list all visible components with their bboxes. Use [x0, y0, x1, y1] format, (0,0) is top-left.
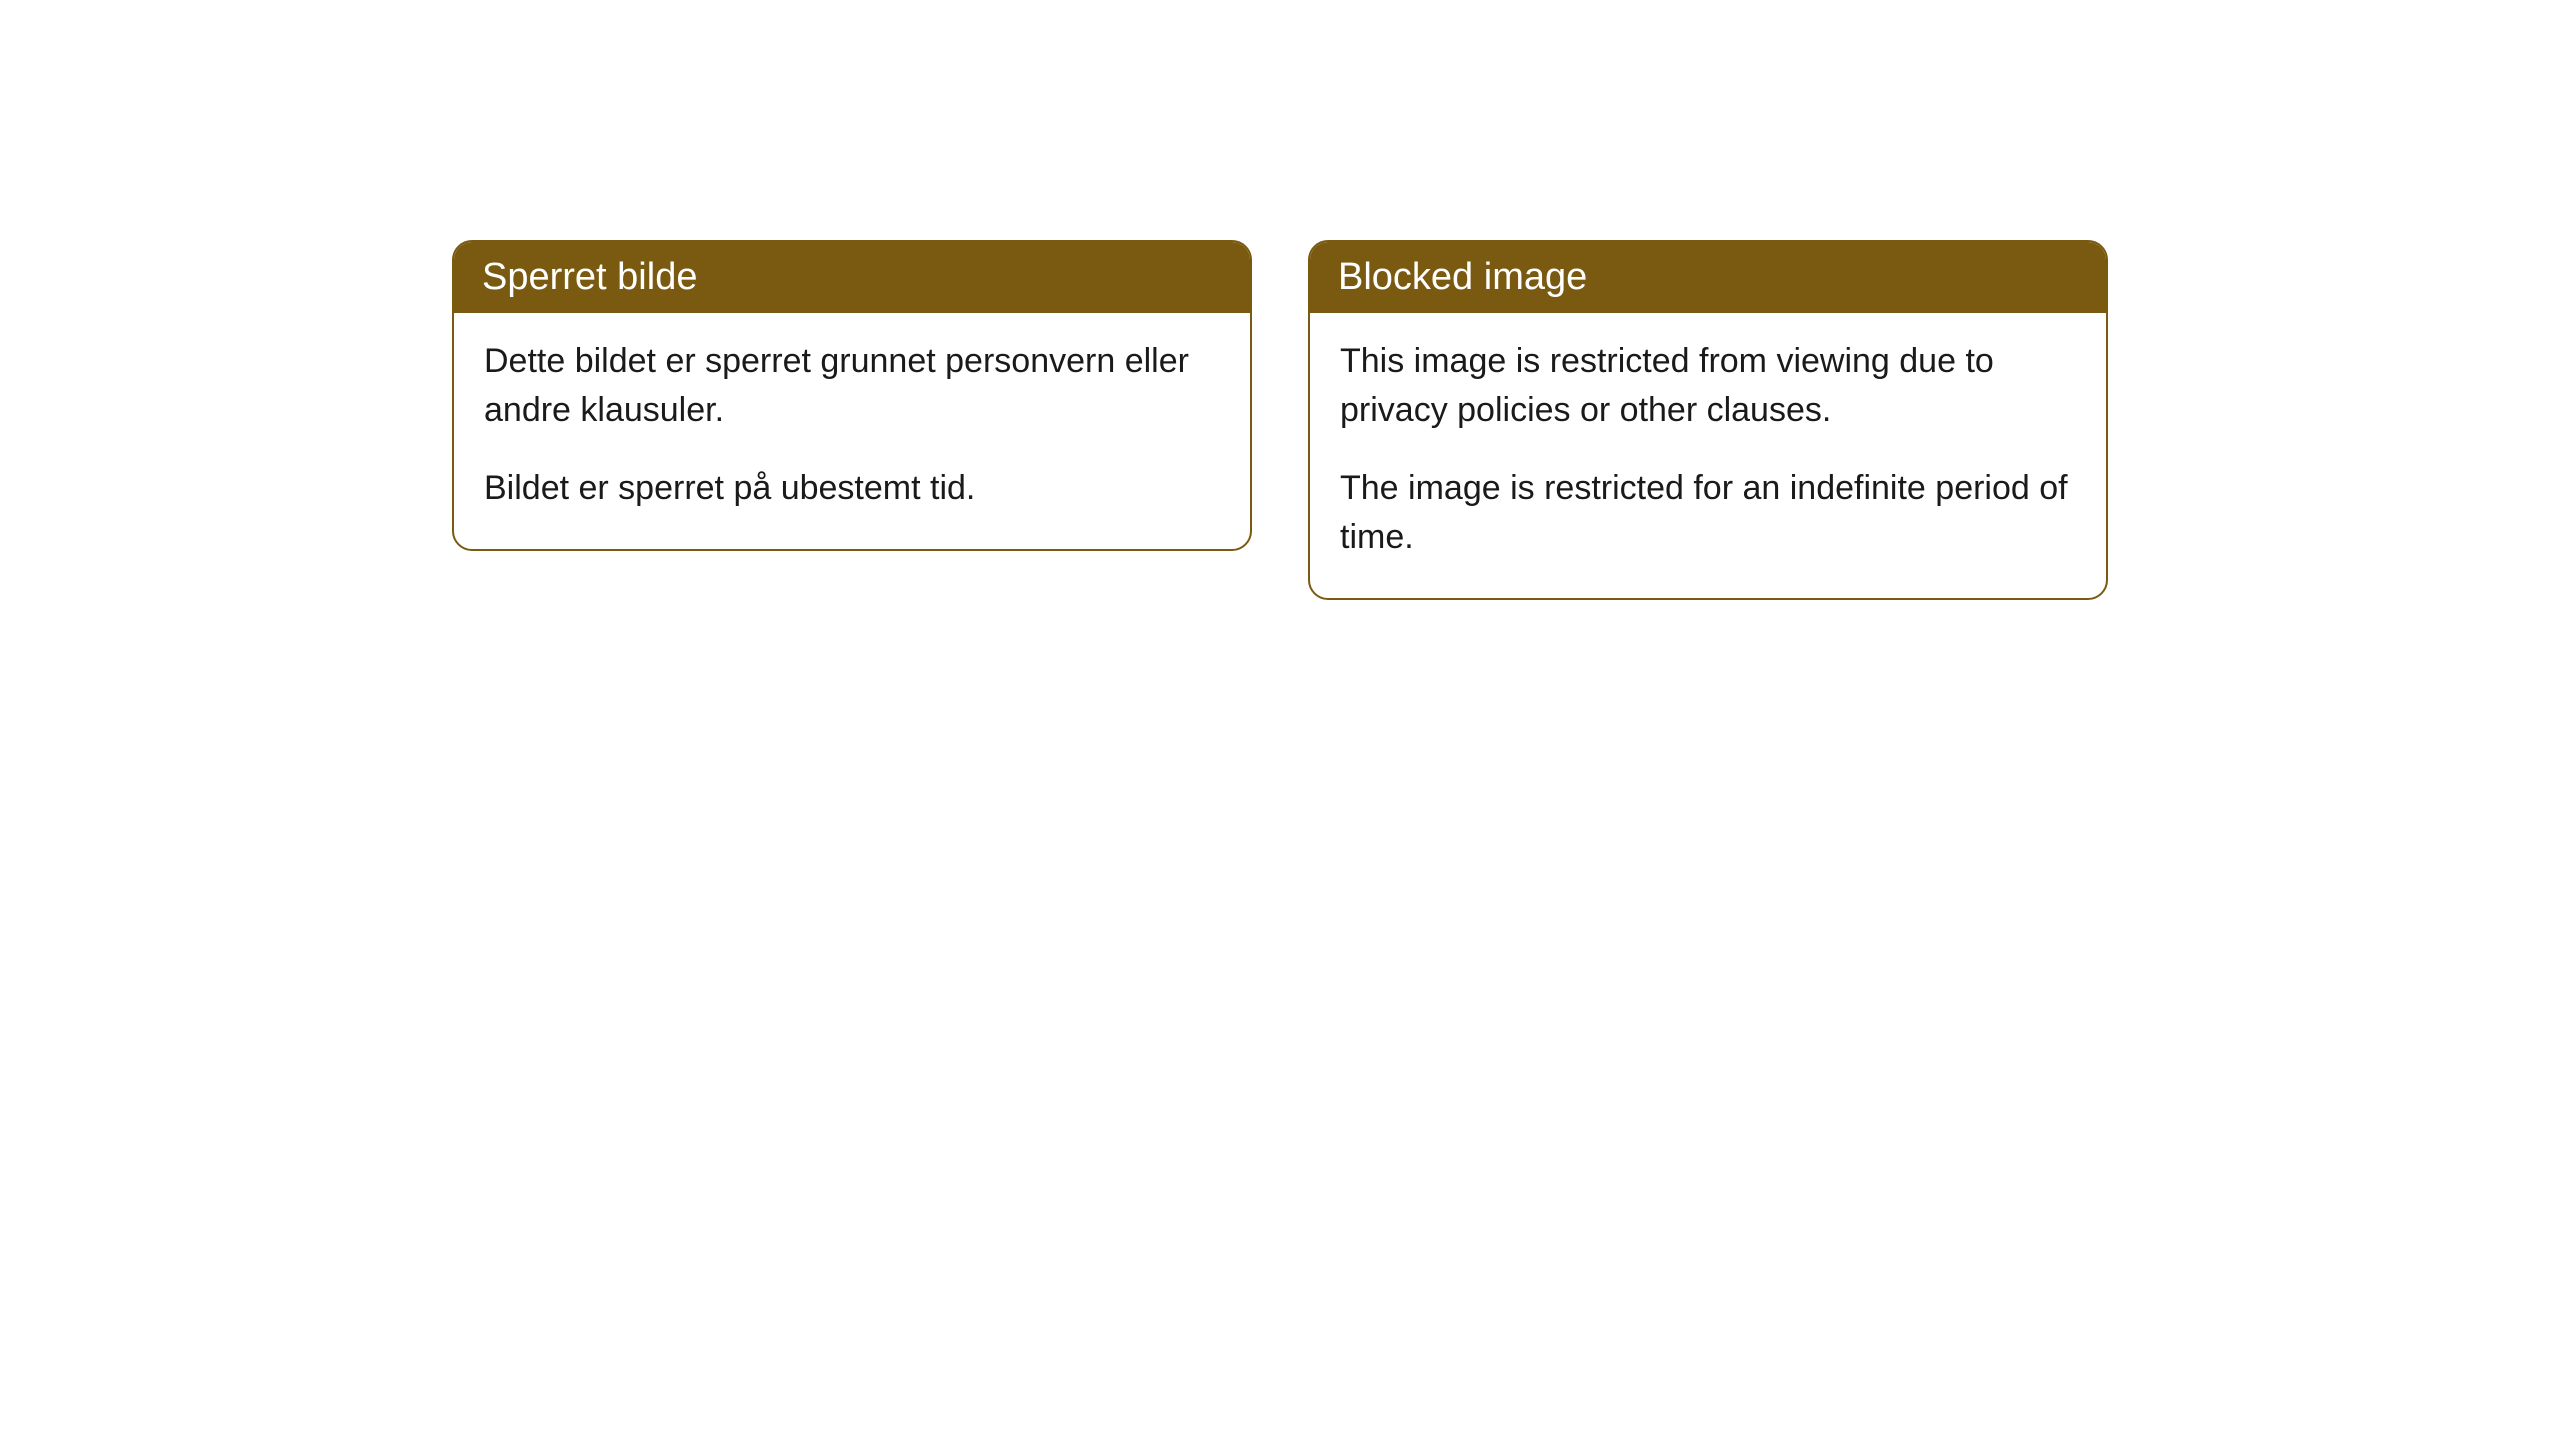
card-header-no: Sperret bilde	[454, 242, 1250, 313]
card-paragraph-1-no: Dette bildet er sperret grunnet personve…	[484, 337, 1220, 436]
card-paragraph-2-no: Bildet er sperret på ubestemt tid.	[484, 464, 1220, 513]
blocked-image-card-no: Sperret bilde Dette bildet er sperret gr…	[452, 240, 1252, 551]
card-paragraph-2-en: The image is restricted for an indefinit…	[1340, 464, 2076, 563]
cards-container: Sperret bilde Dette bildet er sperret gr…	[452, 240, 2108, 1440]
card-paragraph-1-en: This image is restricted from viewing du…	[1340, 337, 2076, 436]
blocked-image-card-en: Blocked image This image is restricted f…	[1308, 240, 2108, 600]
card-body-en: This image is restricted from viewing du…	[1310, 313, 2106, 598]
card-title-en: Blocked image	[1338, 256, 1587, 298]
card-header-en: Blocked image	[1310, 242, 2106, 313]
card-title-no: Sperret bilde	[482, 256, 697, 298]
card-body-no: Dette bildet er sperret grunnet personve…	[454, 313, 1250, 549]
